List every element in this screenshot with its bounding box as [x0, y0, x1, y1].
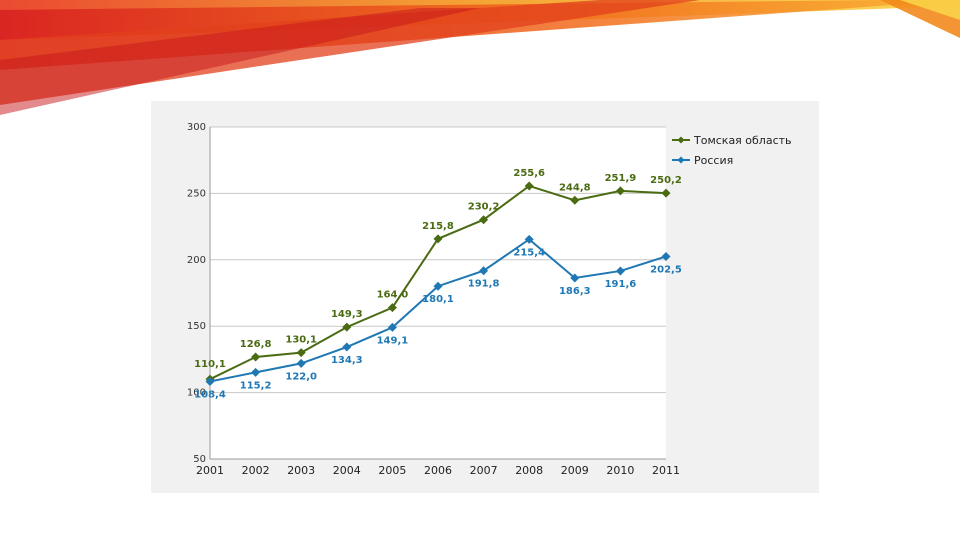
data-point-marker: [387, 322, 397, 332]
data-label: 202,5: [650, 264, 682, 275]
data-point-marker: [387, 303, 397, 313]
data-label: 164,0: [377, 290, 409, 301]
data-point-marker: [296, 358, 306, 368]
data-label: 108,4: [194, 389, 226, 400]
data-point-marker: [615, 186, 625, 196]
data-label: 250,2: [650, 175, 682, 186]
data-point-marker: [433, 234, 443, 244]
decor-stripe-6: [900, 0, 960, 20]
legend: Томская область Россия: [672, 134, 792, 167]
data-label: 215,8: [422, 221, 454, 232]
series-layer: [205, 181, 671, 386]
data-label: 149,3: [331, 309, 363, 320]
x-tick-label: 2002: [242, 464, 270, 477]
y-tick-label: 50: [193, 454, 206, 465]
y-tick-label: 250: [187, 188, 206, 199]
data-point-marker: [251, 367, 261, 377]
decor-stripe-4: [0, 8, 480, 115]
legend-label: Томская область: [693, 134, 792, 147]
plot-area: [210, 127, 666, 459]
data-label: 134,3: [331, 355, 363, 366]
data-label: 126,8: [240, 339, 272, 350]
data-point-marker: [661, 188, 671, 198]
data-label: 180,1: [422, 294, 454, 305]
decor-stripe-3: [0, 0, 700, 105]
x-tick-label: 2009: [561, 464, 589, 477]
slide-decoration: [0, 0, 960, 115]
data-point-marker: [433, 281, 443, 291]
y-tick-label: 300: [187, 122, 206, 133]
gridlines: [210, 126, 666, 460]
legend-marker: [677, 156, 685, 164]
legend-label: Россия: [694, 154, 733, 167]
y-tick-label: 100: [187, 388, 206, 399]
data-label: 110,1: [194, 359, 226, 370]
y-tick-label: 150: [187, 321, 206, 332]
data-point-marker: [524, 234, 534, 244]
data-point-marker: [524, 181, 534, 191]
data-point-marker: [251, 352, 261, 362]
data-label: 191,8: [468, 279, 500, 290]
axes: 50 100 150 200 250 300 2001 2002 2003 2004 2005 200…: [187, 122, 680, 477]
data-point-marker: [342, 322, 352, 332]
data-label: 149,1: [377, 335, 409, 346]
data-labels: 110,1 126,8 130,1 149,3 164,0 215,8 230,2 255,6…: [194, 168, 682, 400]
data-point-marker: [570, 273, 580, 283]
data-point-marker: [661, 251, 671, 261]
data-point-marker: [570, 195, 580, 205]
x-tick-label: 2003: [287, 464, 315, 477]
data-label: 122,0: [285, 371, 317, 382]
x-tick-label: 2006: [424, 464, 452, 477]
x-tick-label: 2004: [333, 464, 361, 477]
data-label: 191,6: [605, 279, 637, 290]
x-tick-label: 2011: [652, 464, 680, 477]
data-label: 244,8: [559, 182, 591, 193]
data-point-marker: [205, 376, 215, 386]
data-point-marker: [479, 215, 489, 225]
x-tick-label: 2005: [378, 464, 406, 477]
data-label: 251,9: [605, 173, 637, 184]
data-label: 130,1: [285, 335, 317, 346]
legend-marker: [677, 136, 685, 144]
data-point-marker: [296, 348, 306, 358]
y-tick-label: 200: [187, 255, 206, 266]
x-tick-label: 2001: [196, 464, 224, 477]
data-point-marker: [342, 342, 352, 352]
line-chart: 50 100 150 200 250 300 2001 2002 2003 2004 2005 200…: [187, 122, 792, 477]
data-point-marker: [615, 266, 625, 276]
data-label: 115,2: [240, 380, 272, 391]
x-tick-label: 2010: [606, 464, 634, 477]
x-tick-label: 2007: [470, 464, 498, 477]
x-tick-label: 2008: [515, 464, 543, 477]
data-label: 186,3: [559, 286, 591, 297]
data-label: 255,6: [513, 168, 545, 179]
data-point-marker: [479, 266, 489, 276]
data-label: 230,2: [468, 202, 500, 213]
data-label: 215,4: [513, 247, 545, 258]
chart-panel: 50 100 150 200 250 300 2001 2002 2003 2004 2005 200…: [151, 101, 819, 493]
